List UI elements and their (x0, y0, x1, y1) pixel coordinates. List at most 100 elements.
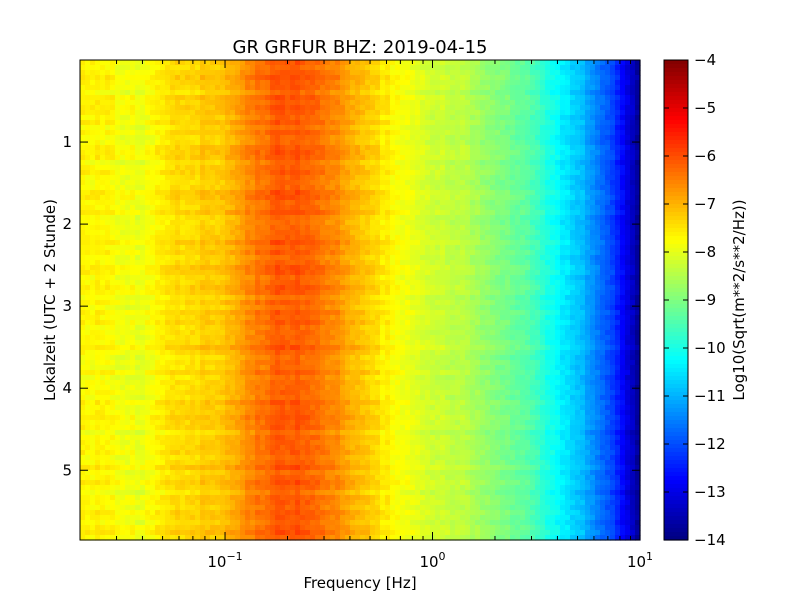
heatmap-cell (265, 320, 271, 326)
heatmap-cell (300, 270, 306, 276)
heatmap-cell (305, 235, 311, 241)
heatmap-cell (315, 435, 321, 441)
heatmap-cell (95, 405, 101, 411)
heatmap-cell (125, 480, 131, 486)
heatmap-cell (235, 70, 241, 76)
heatmap-cell (195, 340, 201, 346)
heatmap-cell (285, 95, 291, 101)
heatmap-cell (135, 390, 141, 396)
heatmap-cell (250, 115, 256, 121)
heatmap-cell (205, 470, 211, 476)
heatmap-cell (245, 465, 251, 471)
heatmap-cell (220, 475, 226, 481)
heatmap-cell (80, 365, 86, 371)
heatmap-cell (215, 190, 221, 196)
heatmap-cell (110, 280, 116, 286)
heatmap-cell (225, 285, 231, 291)
heatmap-cell (190, 500, 196, 506)
heatmap-cell (195, 305, 201, 311)
heatmap-cell (310, 85, 316, 91)
heatmap-cell (180, 280, 186, 286)
heatmap-cell (310, 395, 316, 401)
heatmap-cell (135, 310, 141, 316)
heatmap-cell (165, 270, 171, 276)
heatmap-cell (280, 430, 286, 436)
heatmap-cell (135, 195, 141, 201)
heatmap-cell (230, 345, 236, 351)
heatmap-cell (215, 525, 221, 531)
heatmap-cell (110, 420, 116, 426)
heatmap-cell (280, 105, 286, 111)
heatmap-cell (150, 215, 156, 221)
heatmap-cell (180, 500, 186, 506)
heatmap-cell (90, 75, 96, 81)
heatmap-cell (240, 480, 246, 486)
heatmap-cell (210, 390, 216, 396)
heatmap-cell (310, 465, 316, 471)
heatmap-cell (165, 155, 171, 161)
heatmap-cell (135, 230, 141, 236)
heatmap-cell (190, 420, 196, 426)
heatmap-cell (130, 105, 136, 111)
heatmap-cell (260, 490, 266, 496)
heatmap-cell (275, 270, 281, 276)
heatmap-cell (225, 525, 231, 531)
heatmap-cell (235, 290, 241, 296)
heatmap-cell (175, 265, 181, 271)
heatmap-cell (130, 305, 136, 311)
heatmap-cell (250, 410, 256, 416)
heatmap-cell (225, 300, 231, 306)
heatmap-cell (230, 85, 236, 91)
heatmap-cell (305, 425, 311, 431)
heatmap-cell (330, 65, 336, 71)
heatmap-cell (175, 295, 181, 301)
heatmap-cell (125, 175, 131, 181)
heatmap-cell (100, 335, 106, 341)
heatmap-cell (185, 280, 191, 286)
heatmap-cell (95, 200, 101, 206)
heatmap-cell (170, 145, 176, 151)
heatmap-cell (170, 420, 176, 426)
heatmap-cell (225, 95, 231, 101)
heatmap-cell (105, 255, 111, 261)
heatmap-cell (255, 240, 261, 246)
heatmap-cell (285, 330, 291, 336)
heatmap-cell (210, 230, 216, 236)
heatmap-cell (150, 220, 156, 226)
heatmap-cell (155, 290, 161, 296)
heatmap-cell (80, 155, 86, 161)
heatmap-cell (90, 185, 96, 191)
heatmap-cell (95, 520, 101, 526)
heatmap-cell (220, 440, 226, 446)
heatmap-cell (295, 315, 301, 321)
heatmap-cell (175, 205, 181, 211)
heatmap-cell (310, 95, 316, 101)
heatmap-cell (230, 235, 236, 241)
heatmap-cell (140, 265, 146, 271)
heatmap-cell (125, 515, 131, 521)
heatmap-cell (235, 190, 241, 196)
heatmap-cell (185, 530, 191, 536)
heatmap-cell (290, 370, 296, 376)
heatmap-cell (330, 85, 336, 91)
heatmap-cell (125, 310, 131, 316)
heatmap-cell (180, 160, 186, 166)
heatmap-cell (215, 535, 221, 541)
heatmap-cell (200, 180, 206, 186)
heatmap-cell (165, 535, 171, 541)
heatmap-cell (290, 60, 296, 66)
heatmap-cell (220, 510, 226, 516)
heatmap-cell (145, 215, 151, 221)
heatmap-cell (185, 200, 191, 206)
heatmap-cell (210, 195, 216, 201)
heatmap-cell (85, 65, 91, 71)
heatmap-cell (240, 65, 246, 71)
heatmap-cell (295, 130, 301, 136)
heatmap-cell (235, 355, 241, 361)
heatmap-cell (330, 215, 336, 221)
heatmap-cell (155, 190, 161, 196)
heatmap-cell (320, 135, 326, 141)
heatmap-cell (110, 520, 116, 526)
heatmap-cell (215, 210, 221, 216)
heatmap-cell (195, 250, 201, 256)
